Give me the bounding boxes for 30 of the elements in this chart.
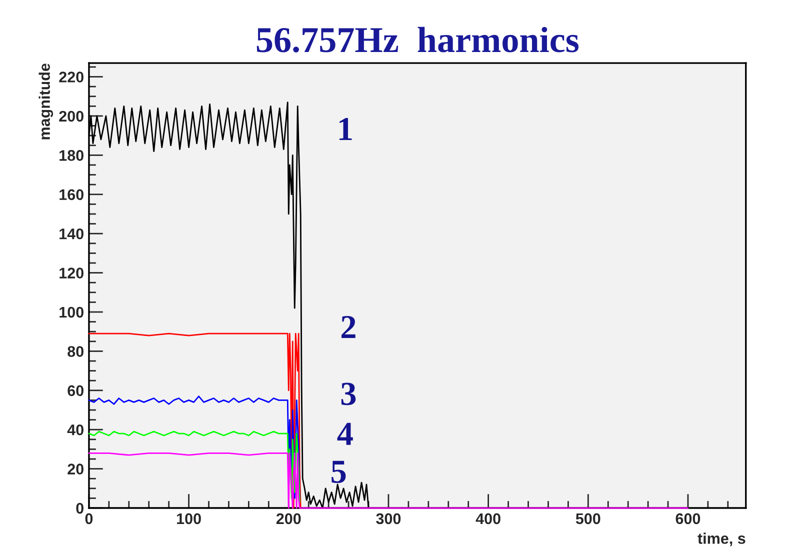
- y-tick-label: 0: [76, 502, 84, 514]
- y-tick-label: 140: [60, 228, 84, 240]
- y-tick-label: 180: [60, 150, 84, 161]
- x-tick-label: 0: [85, 513, 93, 524]
- y-tick-label: 80: [68, 346, 84, 357]
- y-axis-title: magnitude: [38, 64, 54, 140]
- line-series: [88, 452, 689, 509]
- x-tick-label: 400: [476, 513, 500, 524]
- y-tick-label: 60: [68, 385, 84, 396]
- x-tick-label: 100: [177, 513, 201, 524]
- annotation: 2: [342, 316, 356, 338]
- y-tick-label: 20: [68, 464, 84, 474]
- annotation: 4: [337, 422, 353, 445]
- x-tick-label: 600: [676, 513, 700, 524]
- y-tick-label: 120: [60, 268, 84, 278]
- line-series: [88, 332, 302, 509]
- x-axis-title: time, s: [698, 532, 746, 546]
- y-tick-label: 40: [67, 424, 84, 436]
- annotation: 1: [340, 118, 352, 140]
- annotation: 5: [332, 460, 346, 483]
- x-tick-label: 500: [576, 513, 600, 524]
- line-series: [88, 430, 300, 503]
- x-tick-label: 300: [376, 513, 401, 524]
- y-tick-label: 220: [59, 72, 84, 82]
- y-tick-label: 160: [60, 189, 84, 200]
- annotation: 3: [341, 382, 356, 406]
- chart-title: 56.757Hz harmonics: [256, 26, 579, 52]
- x-tick-label: 200: [276, 513, 301, 524]
- y-tick-label: 100: [60, 306, 84, 318]
- y-tick-label: 200: [59, 110, 84, 122]
